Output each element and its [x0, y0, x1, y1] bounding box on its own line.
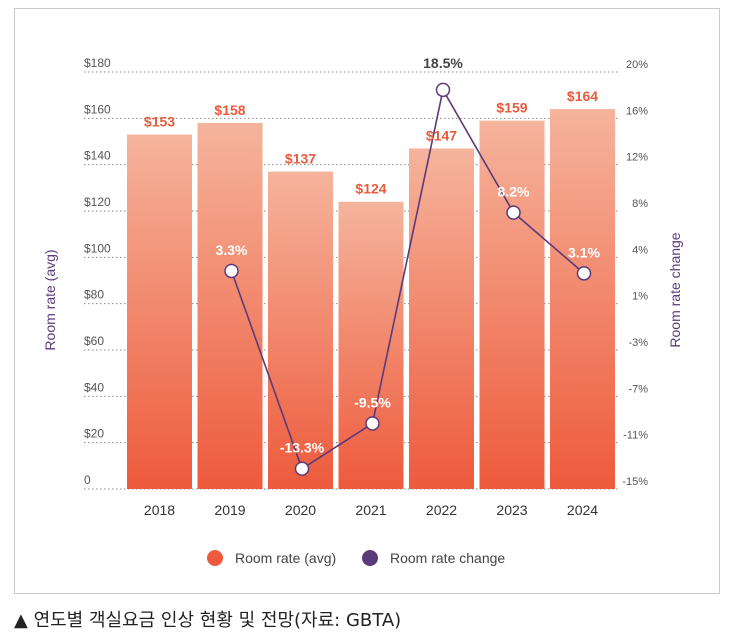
line-point-2021 [365, 416, 380, 431]
line-value-label: 3.3% [216, 242, 248, 258]
x-tick-label: 2019 [214, 502, 245, 518]
right-tick-label: 8% [632, 198, 648, 210]
left-tick-label: $140 [84, 149, 111, 163]
bar-value-label: $137 [285, 151, 316, 167]
right-tick-label: -3% [628, 337, 648, 349]
right-tick-label: -11% [623, 430, 648, 442]
bar-2020 [268, 171, 333, 489]
left-tick-label: $40 [84, 380, 104, 394]
line-point-2022 [435, 82, 451, 98]
bar-value-label: $158 [214, 102, 245, 118]
line-point-2024 [576, 266, 592, 281]
bar-value-label: $159 [496, 100, 527, 116]
right-tick-label: -15% [622, 476, 648, 488]
x-tick-label: 2020 [285, 502, 316, 518]
x-tick-label: 2022 [426, 502, 457, 518]
bar-value-label: $153 [144, 114, 175, 130]
left-tick-label: 0 [84, 473, 91, 487]
bar-value-label: $147 [426, 127, 457, 143]
figure-caption: ▲ 연도별 객실요금 인상 현황 및 전망(자료: GBTA) [14, 610, 402, 631]
line-value-label: -13.3% [280, 440, 325, 456]
legend-swatch-room-rate [207, 550, 223, 566]
right-tick-label: 4% [632, 244, 648, 256]
line-value-label: 8.2% [498, 184, 530, 200]
x-tick-label: 2021 [355, 502, 386, 518]
bar-2019 [197, 122, 263, 489]
x-tick-label: 2018 [144, 502, 175, 518]
left-tick-label: $60 [84, 334, 104, 348]
bar-2023 [479, 120, 545, 490]
x-tick-label: 2024 [567, 502, 598, 518]
right-tick-label: -7% [628, 383, 648, 395]
left-tick-label: $20 [84, 427, 104, 441]
left-tick-label: $120 [84, 195, 111, 209]
bar-2024 [550, 109, 615, 490]
bar-2022 [409, 148, 474, 489]
legend-label-room-rate: Room rate (avg) [235, 550, 336, 566]
combo-chart: $153 $158 $137 $124 $147 $159 $164 3.3% -13.3% -9… [42, 55, 683, 566]
bar-2021 [338, 201, 404, 489]
bar-value-label: $164 [567, 88, 598, 104]
legend-swatch-room-rate-change [362, 550, 378, 566]
bar-2018 [127, 134, 192, 490]
line-value-label: 3.1% [568, 244, 600, 260]
left-tick-label: $80 [84, 288, 104, 302]
line-point-2020 [294, 461, 310, 476]
left-tick-label: $100 [84, 241, 111, 255]
left-tick-label: $160 [84, 102, 111, 116]
left-tick-label: $180 [84, 56, 111, 70]
x-tick-label: 2023 [496, 502, 527, 518]
right-tick-label: 20% [626, 59, 648, 71]
line-point-2019 [224, 263, 239, 279]
right-tick-label: 1% [632, 291, 648, 303]
right-axis-title: Room rate change [667, 232, 683, 347]
line-value-label: -9.5% [354, 394, 391, 410]
right-tick-label: 16% [626, 105, 648, 117]
line-point-2023 [506, 205, 521, 220]
legend-label-room-rate-change: Room rate change [390, 550, 505, 566]
left-axis-title: Room rate (avg) [42, 249, 58, 350]
room-rate-change-line [230, 87, 585, 470]
right-tick-label: 12% [626, 152, 648, 164]
line-value-label: 18.5% [423, 55, 463, 71]
bar-value-label: $124 [355, 181, 386, 197]
